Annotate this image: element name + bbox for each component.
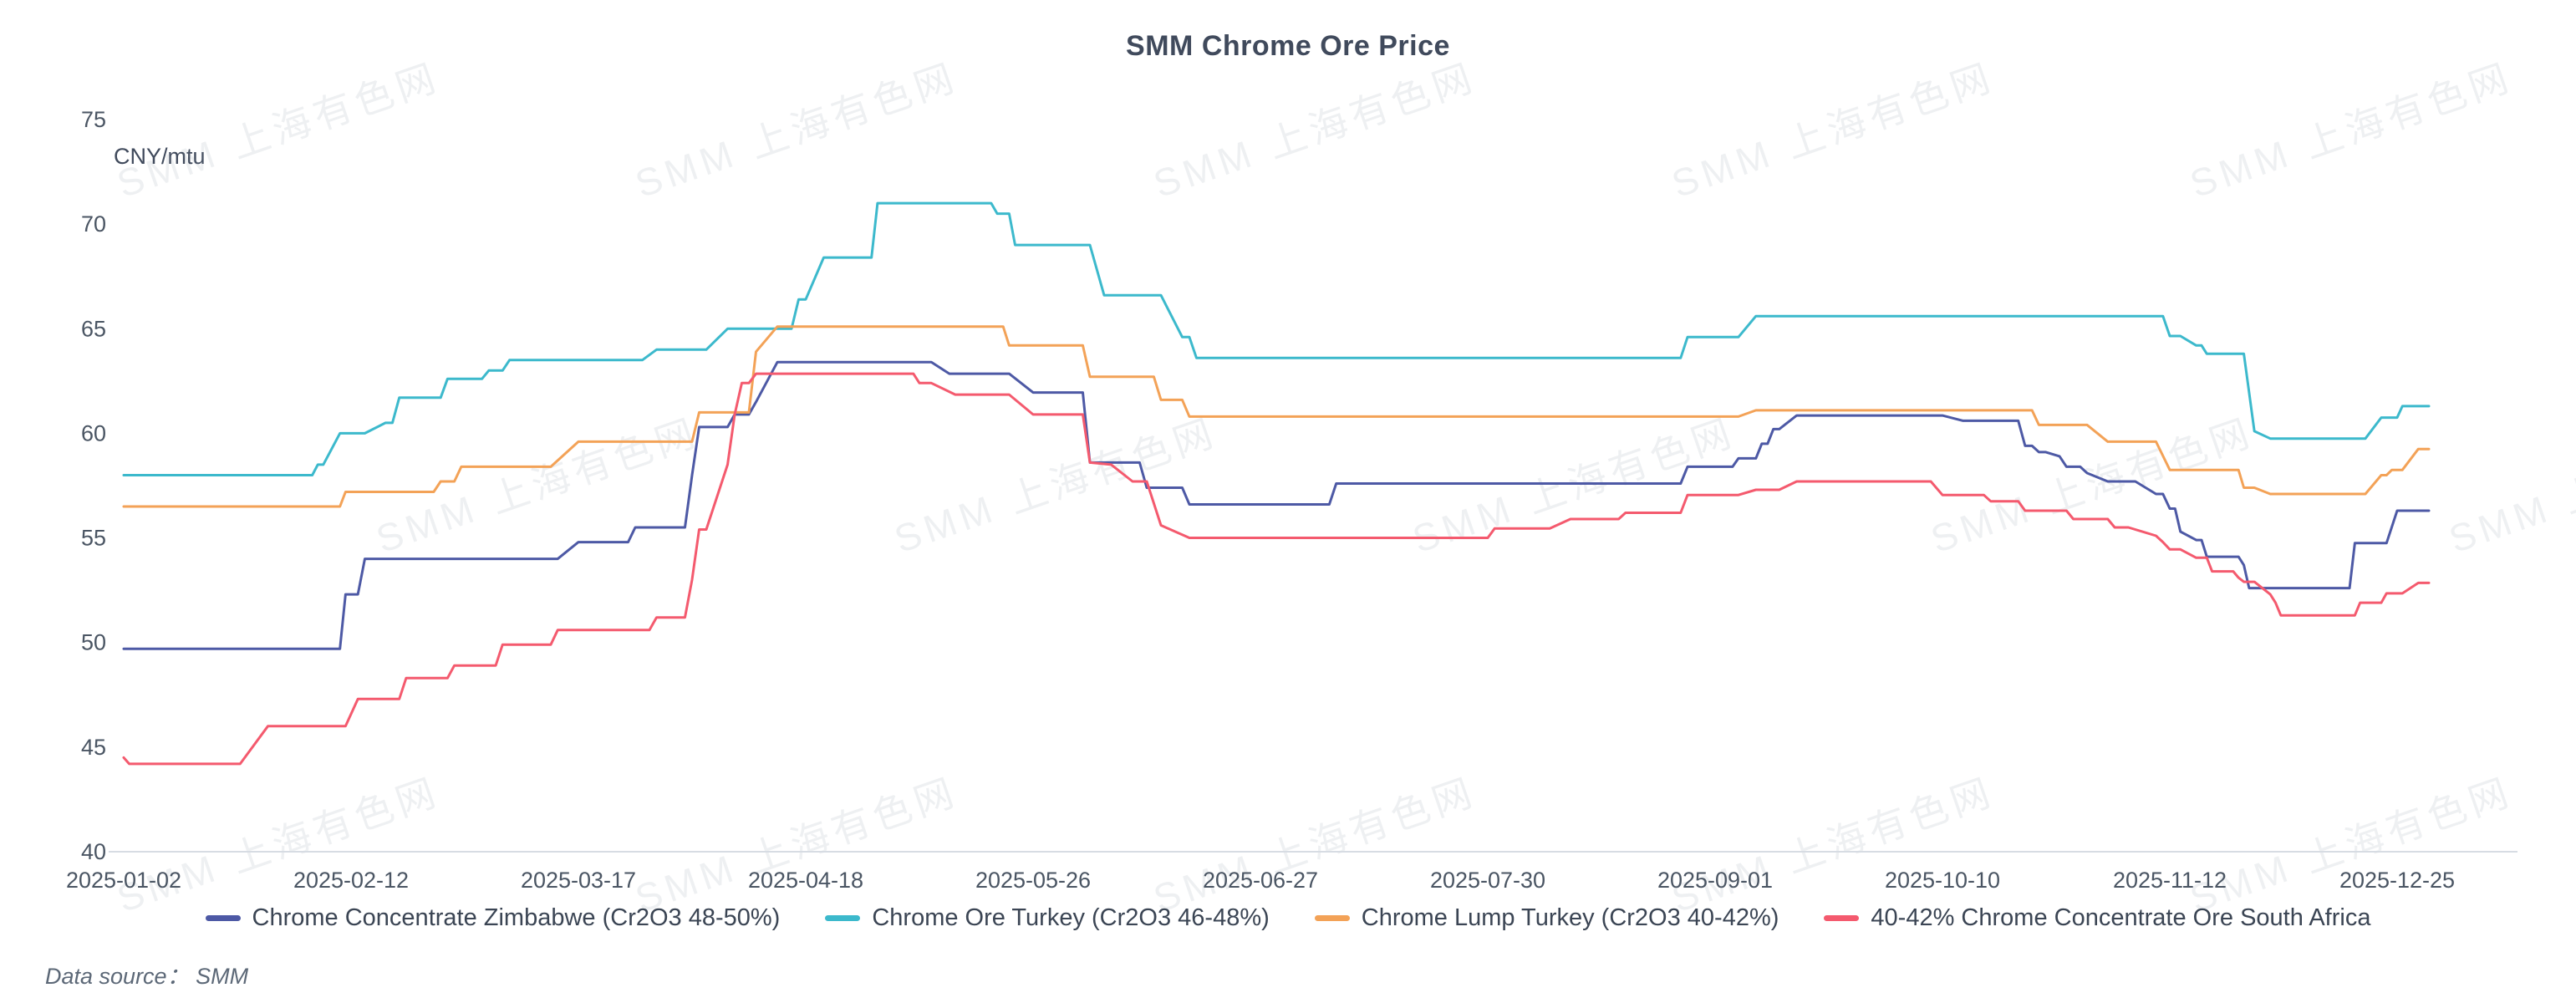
- legend-item[interactable]: Chrome Concentrate Zimbabwe (Cr2O3 48-50…: [205, 904, 781, 932]
- legend-marker-icon: [1824, 915, 1860, 921]
- legend-label: 40-42% Chrome Concentrate Ore South Afri…: [1871, 904, 2371, 931]
- series-line[interactable]: [122, 325, 2431, 508]
- x-tick-label: 2025-07-30: [1430, 868, 1545, 893]
- legend-marker-icon: [205, 915, 241, 921]
- x-tick-label: 2025-02-12: [293, 868, 409, 893]
- y-tick-label: 75: [81, 107, 106, 132]
- x-tick-label: 2025-04-18: [748, 868, 863, 893]
- x-tick-label: 2025-12-25: [2339, 868, 2455, 893]
- legend-item[interactable]: Chrome Ore Turkey (Cr2O3 46-48%): [825, 904, 1270, 932]
- y-axis-unit-label: CNY/mtu: [114, 144, 206, 169]
- x-tick-label: 2025-01-02: [66, 868, 181, 893]
- y-tick-label: 60: [81, 420, 106, 445]
- x-tick-label: 2025-03-17: [521, 868, 636, 893]
- x-tick-label: 2025-10-10: [1885, 868, 2000, 893]
- legend-item[interactable]: Chrome Lump Turkey (Cr2O3 40-42%): [1314, 904, 1779, 932]
- legend-label: Chrome Concentrate Zimbabwe (Cr2O3 48-50…: [252, 904, 781, 931]
- x-tick-label: 2025-11-12: [2113, 868, 2227, 893]
- x-tick-label: 2025-05-26: [975, 868, 1091, 893]
- legend-item[interactable]: 40-42% Chrome Concentrate Ore South Afri…: [1824, 904, 2370, 932]
- series-line[interactable]: [122, 201, 2431, 476]
- y-tick-label: 65: [81, 316, 106, 341]
- y-tick-label: 40: [81, 839, 106, 864]
- x-tick-label: 2025-06-27: [1203, 868, 1318, 893]
- x-tick-label: 2025-09-01: [1657, 868, 1773, 893]
- y-tick-label: 55: [81, 526, 106, 551]
- series-line[interactable]: [122, 360, 2431, 650]
- legend-marker-icon: [825, 915, 861, 921]
- legend-marker-icon: [1314, 915, 1350, 921]
- legend-label: Chrome Lump Turkey (Cr2O3 40-42%): [1361, 904, 1779, 931]
- series-line[interactable]: [122, 372, 2431, 766]
- y-tick-label: 70: [81, 211, 106, 237]
- y-tick-label: 50: [81, 630, 106, 655]
- data-source-note: Data source： SMM: [45, 964, 249, 989]
- chart-title: SMM Chrome Ore Price: [1126, 30, 1450, 62]
- y-tick-label: 45: [81, 735, 106, 760]
- chart-legend: Chrome Concentrate Zimbabwe (Cr2O3 48-50…: [0, 904, 2576, 932]
- legend-label: Chrome Ore Turkey (Cr2O3 46-48%): [872, 904, 1270, 931]
